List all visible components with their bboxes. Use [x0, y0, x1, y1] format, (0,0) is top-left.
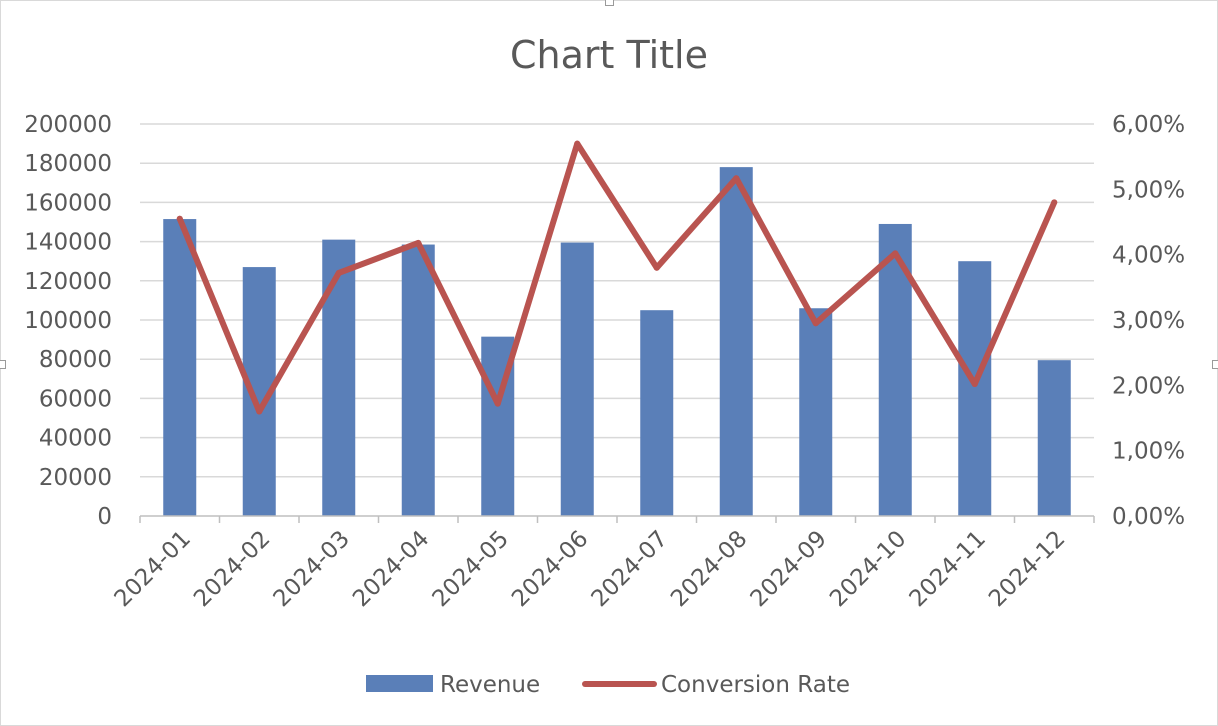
conversion-rate-series-line[interactable] — [176, 140, 1058, 415]
x-tick-label: 2024-05 — [428, 526, 514, 612]
x-tick-label: 2024-04 — [348, 526, 434, 612]
y-left-tick-label: 160000 — [24, 190, 112, 216]
y-left-tick-label: 180000 — [24, 151, 112, 177]
revenue-bar[interactable] — [1037, 360, 1071, 516]
x-tick-label: 2024-10 — [825, 526, 911, 612]
x-tick-label: 2024-11 — [905, 526, 991, 612]
conversion-rate-point[interactable] — [653, 264, 660, 271]
revenue-bars — [163, 167, 1071, 517]
conversion-rate-point[interactable] — [892, 250, 899, 257]
x-tick-label: 2024-02 — [189, 526, 275, 612]
resize-handle-left[interactable] — [0, 360, 6, 369]
conversion-rate-point[interactable] — [574, 140, 581, 147]
y-left-tick-label: 40000 — [39, 426, 112, 452]
y-left-tick-label: 20000 — [39, 465, 112, 491]
x-tick-label: 2024-12 — [984, 526, 1070, 612]
y-right-tick-label: 4,00% — [1112, 243, 1185, 269]
gridlines — [140, 123, 1094, 478]
y-left-tick-label: 0 — [97, 504, 112, 530]
resize-handle-top[interactable] — [605, 0, 614, 6]
revenue-bar[interactable] — [401, 244, 435, 517]
conversion-rate-point[interactable] — [971, 381, 978, 388]
y-left-tick-label: 80000 — [39, 347, 112, 373]
resize-handle-right[interactable] — [1212, 360, 1218, 369]
y-right-tick-label: 6,00% — [1112, 112, 1185, 138]
x-tick-label: 2024-03 — [269, 526, 355, 612]
x-tick-label: 2024-08 — [666, 526, 752, 612]
x-tick-label: 2024-01 — [110, 526, 196, 612]
revenue-bar[interactable] — [719, 167, 753, 516]
revenue-bar[interactable] — [560, 242, 594, 516]
conversion-rate-point[interactable] — [415, 239, 422, 246]
revenue-bar[interactable] — [640, 310, 674, 516]
revenue-bar[interactable] — [958, 261, 992, 516]
y-left-tick-label: 60000 — [39, 386, 112, 412]
conversion-rate-point[interactable] — [812, 320, 819, 327]
y-left-tick-label: 120000 — [24, 269, 112, 295]
conversion-rate-line — [176, 140, 1058, 415]
y-right-tick-label: 3,00% — [1112, 308, 1185, 334]
conversion-rate-point[interactable] — [1051, 199, 1058, 206]
revenue-bar[interactable] — [163, 219, 197, 516]
conversion-rate-point[interactable] — [256, 408, 263, 415]
legend-swatch-revenue — [366, 675, 433, 692]
y-right-tick-label: 0,00% — [1112, 504, 1185, 530]
x-tick-label: 2024-07 — [587, 526, 673, 612]
conversion-rate-point[interactable] — [176, 215, 183, 222]
y-left-tick-label: 140000 — [24, 230, 112, 256]
legend-label-conversion-rate: Conversion Rate — [661, 672, 850, 698]
x-tick-label: 2024-09 — [746, 526, 832, 612]
y-left-tick-label: 200000 — [24, 112, 112, 138]
legend: Revenue Conversion Rate — [366, 672, 850, 698]
x-tick-label: 2024-06 — [507, 526, 593, 612]
revenue-bar[interactable] — [799, 308, 833, 516]
legend-label-revenue: Revenue — [440, 672, 540, 698]
conversion-rate-point[interactable] — [733, 175, 740, 182]
y-right-tick-label: 5,00% — [1112, 177, 1185, 203]
y-right-tick-label: 2,00% — [1112, 373, 1185, 399]
chart-title: Chart Title — [510, 33, 708, 77]
y-left-tick-label: 100000 — [24, 308, 112, 334]
conversion-rate-point[interactable] — [335, 269, 342, 276]
y-right-tick-label: 1,00% — [1112, 439, 1185, 465]
conversion-rate-point[interactable] — [494, 400, 501, 407]
revenue-bar[interactable] — [322, 239, 356, 516]
